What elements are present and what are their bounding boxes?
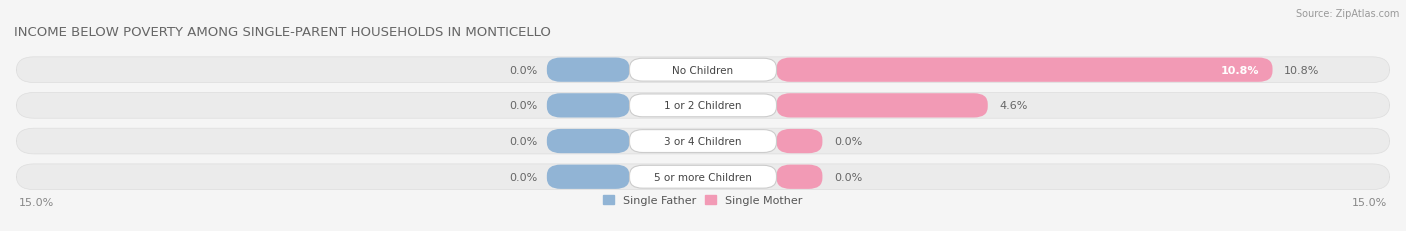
Text: 0.0%: 0.0% xyxy=(834,172,862,182)
FancyBboxPatch shape xyxy=(547,129,630,154)
FancyBboxPatch shape xyxy=(776,58,1272,82)
Text: 3 or 4 Children: 3 or 4 Children xyxy=(664,137,742,146)
Text: 0.0%: 0.0% xyxy=(509,65,537,75)
FancyBboxPatch shape xyxy=(630,130,776,153)
Text: 1 or 2 Children: 1 or 2 Children xyxy=(664,101,742,111)
Text: 0.0%: 0.0% xyxy=(834,137,862,146)
Text: 15.0%: 15.0% xyxy=(1353,197,1388,207)
FancyBboxPatch shape xyxy=(17,93,1389,119)
FancyBboxPatch shape xyxy=(630,94,776,117)
Text: 4.6%: 4.6% xyxy=(1000,101,1028,111)
Text: 0.0%: 0.0% xyxy=(509,137,537,146)
Text: 0.0%: 0.0% xyxy=(509,101,537,111)
FancyBboxPatch shape xyxy=(776,165,823,189)
FancyBboxPatch shape xyxy=(547,58,630,82)
FancyBboxPatch shape xyxy=(547,165,630,189)
Text: 5 or more Children: 5 or more Children xyxy=(654,172,752,182)
Text: Source: ZipAtlas.com: Source: ZipAtlas.com xyxy=(1295,9,1399,19)
FancyBboxPatch shape xyxy=(17,164,1389,190)
Text: No Children: No Children xyxy=(672,65,734,75)
Legend: Single Father, Single Mother: Single Father, Single Mother xyxy=(603,195,803,205)
FancyBboxPatch shape xyxy=(17,58,1389,83)
Text: 10.8%: 10.8% xyxy=(1284,65,1319,75)
FancyBboxPatch shape xyxy=(776,129,823,154)
FancyBboxPatch shape xyxy=(630,166,776,188)
FancyBboxPatch shape xyxy=(547,94,630,118)
FancyBboxPatch shape xyxy=(776,94,988,118)
FancyBboxPatch shape xyxy=(630,59,776,82)
Text: 0.0%: 0.0% xyxy=(509,172,537,182)
Text: 15.0%: 15.0% xyxy=(18,197,53,207)
Text: 10.8%: 10.8% xyxy=(1220,65,1258,75)
FancyBboxPatch shape xyxy=(17,129,1389,154)
Text: INCOME BELOW POVERTY AMONG SINGLE-PARENT HOUSEHOLDS IN MONTICELLO: INCOME BELOW POVERTY AMONG SINGLE-PARENT… xyxy=(14,25,551,38)
